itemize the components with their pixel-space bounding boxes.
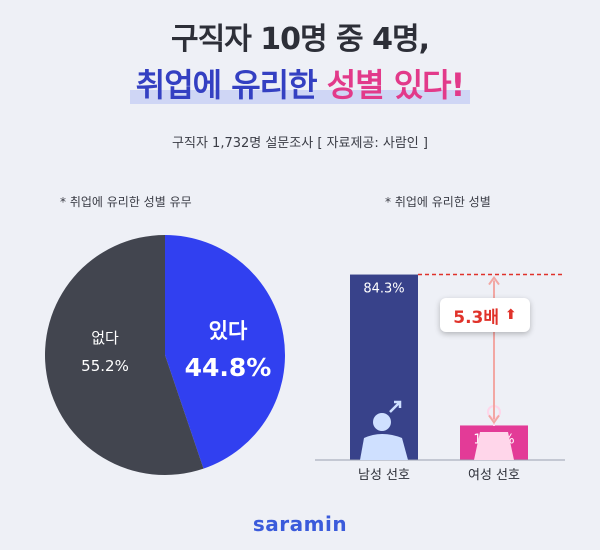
- title-line-2-part-b: 성별 있다!: [326, 66, 465, 104]
- survey-subtitle: 구직자 1,732명 설문조사 [ 자료제공: 사람인 ]: [172, 136, 428, 151]
- bar-chart: 84.3%남성 선호15.7%여성 선호: [315, 273, 565, 482]
- multiplier-badge: 5.3배 ⬆: [440, 298, 530, 332]
- bar-male-value: 84.3%: [363, 282, 404, 297]
- bar-male: [350, 274, 418, 460]
- pie-label-no-value: 55.2%: [81, 357, 129, 375]
- arrowhead-up-icon: [488, 275, 500, 286]
- brand-logo: saramin: [252, 512, 348, 536]
- multiplier-label: 5.3배: [453, 307, 500, 328]
- up-arrow-icon: ⬆: [505, 307, 517, 323]
- pie-slice-no: [45, 235, 204, 475]
- pie-slice-yes: [165, 235, 285, 469]
- title-line-1: 구직자 10명 중 4명,: [171, 22, 430, 57]
- pie-label-yes-value: 44.8%: [185, 353, 272, 382]
- title-line-2-wrap: 취업에 유리한 성별 있다!: [0, 60, 600, 106]
- bar-chart-title: * 취업에 유리한 성별: [385, 195, 491, 209]
- male-icon: [360, 400, 408, 460]
- category-label-female: 여성 선호: [468, 468, 520, 482]
- title-highlight: [129, 90, 471, 104]
- title-line-2: 취업에 유리한 성별 있다!: [129, 60, 471, 106]
- pie-label-no-name: 없다: [91, 329, 119, 347]
- pie-chart-title: * 취업에 유리한 성별 유무: [60, 195, 192, 209]
- arrowhead-down-icon: [488, 414, 500, 425]
- title-line-2-part-a: 취업에 유리한: [135, 66, 327, 104]
- pie-chart: 있다 44.8% 없다 55.2%: [45, 235, 285, 475]
- category-label-male: 남성 선호: [358, 468, 410, 482]
- pie-label-yes-name: 있다: [209, 319, 248, 343]
